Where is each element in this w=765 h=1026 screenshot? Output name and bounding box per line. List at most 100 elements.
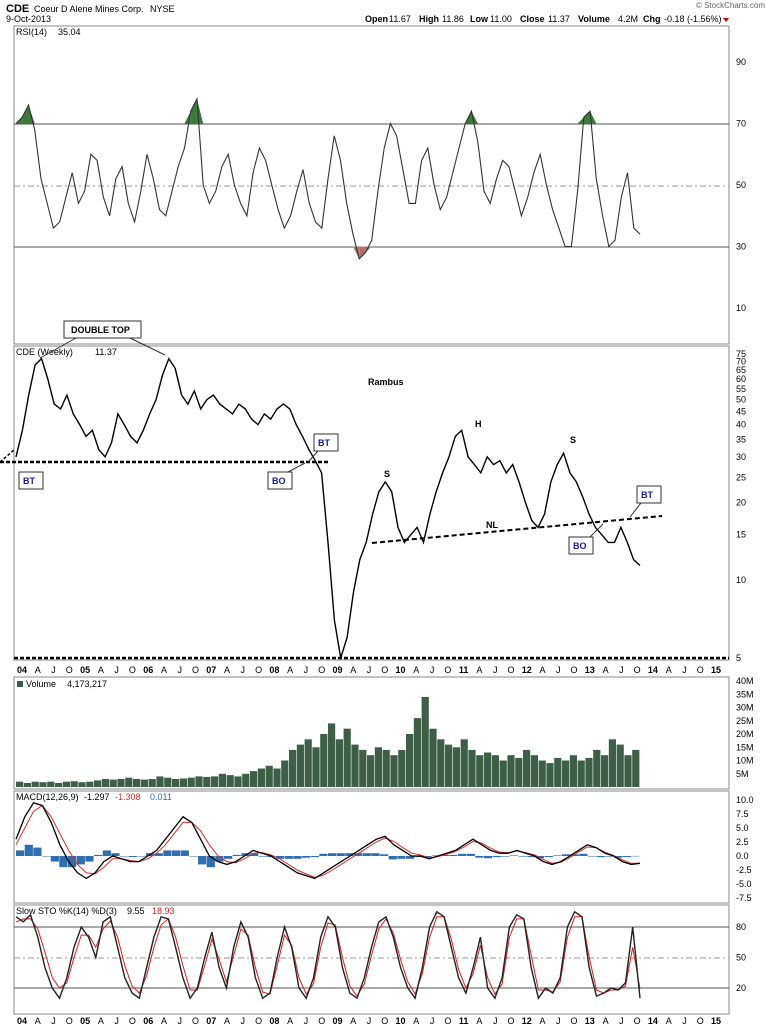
bt-callout-left: BT — [18, 471, 44, 490]
price-y-tick: 45 — [736, 406, 746, 416]
volume-bar — [78, 782, 86, 787]
x-tick-label: A — [476, 1016, 482, 1026]
x-tick-label: 09 — [332, 665, 342, 675]
volume-bar — [523, 749, 531, 787]
volume-bar — [343, 728, 351, 787]
volume-bar — [585, 757, 593, 787]
x-tick-label: J — [430, 665, 435, 675]
x-tick-label: 13 — [585, 665, 595, 675]
volume-bar — [538, 760, 546, 787]
volume-bar — [281, 760, 289, 787]
volume-bar — [273, 768, 281, 787]
x-tick-label: A — [603, 1016, 609, 1026]
volume-bar — [351, 744, 359, 787]
x-tick-label: O — [634, 1016, 641, 1026]
volume-bar — [421, 696, 429, 787]
macd-hist-bar — [120, 856, 129, 857]
macd-hist-bar — [354, 853, 363, 856]
macd-hist-bar — [614, 856, 623, 858]
macd-hist-bar — [215, 856, 224, 862]
sto-y-tick: 80 — [736, 922, 746, 932]
volume-bar — [406, 734, 414, 787]
x-tick-label: J — [556, 665, 561, 675]
x-tick-label: O — [444, 665, 451, 675]
macd-hist-bar — [406, 856, 415, 859]
x-tick-label: J — [619, 1016, 624, 1026]
macd-y-tick: 5.0 — [736, 823, 749, 833]
x-tick-label: 08 — [269, 665, 279, 675]
volume-bar — [593, 749, 601, 787]
x-tick-label: A — [350, 665, 356, 675]
macd-hist-bar — [536, 856, 545, 859]
volume-bar — [577, 760, 585, 787]
macd-hist-bar — [224, 856, 233, 859]
volume-y-tick: 25M — [736, 716, 754, 726]
sto-d-value: 18.93 — [152, 906, 175, 916]
macd-panel: 10.0 7.5 5.0 2.5 0.0 -2.5 -5.0 -7.5 MACD(12,26,… — [13, 790, 754, 904]
volume-bar — [476, 755, 484, 787]
volume-bar — [250, 771, 258, 787]
volume-bar — [569, 755, 577, 787]
x-tick-label: 09 — [332, 1016, 342, 1026]
x-tick-label: 13 — [585, 1016, 595, 1026]
rsi-overbought-fill — [590, 111, 597, 124]
bt-label-2008: BT — [318, 438, 330, 448]
exchange-name: NYSE — [150, 4, 175, 14]
volume-bar — [23, 783, 31, 787]
macd-hist-bar — [284, 856, 293, 859]
volume-bar — [179, 778, 187, 787]
volume-bar — [16, 781, 24, 787]
x-tick-label: A — [98, 1016, 104, 1026]
x-tick-label: O — [129, 665, 136, 675]
macd-histogram — [16, 844, 640, 868]
x-tick-label: 06 — [143, 665, 153, 675]
macd-hist-bar — [319, 853, 328, 856]
x-tick-label: O — [192, 665, 199, 675]
x-tick-label: A — [287, 1016, 293, 1026]
quote-low-label: Low — [470, 14, 489, 24]
volume-bar — [632, 749, 640, 787]
bo-label-2013: BO — [573, 541, 587, 551]
sto-panel: 80 50 20 Slow STO %K(14) %D(3) 9.55 18.93 — [13, 904, 746, 1015]
x-tick-label: J — [304, 1016, 309, 1026]
rsi-y-axis: 90 70 50 30 10 — [736, 57, 746, 313]
x-tick-label: A — [476, 665, 482, 675]
volume-bars — [16, 696, 640, 788]
price-title: CDE (Weekly) 11.37 — [16, 347, 117, 357]
macd-y-tick: 7.5 — [736, 809, 749, 819]
price-x-axis: 04 A J O 05 A J O 06 A J O 07 A J O 08 A J O 09 A J O 10 A J O 11 A J O… — [17, 665, 721, 675]
x-tick-label: O — [570, 1016, 577, 1026]
macd-hist-bar — [180, 850, 189, 856]
volume-bar — [530, 755, 538, 787]
x-tick-label: 12 — [522, 1016, 532, 1026]
macd-y-tick: -2.5 — [736, 865, 752, 875]
quote-low: 11.00 — [490, 14, 512, 24]
x-tick-label: A — [161, 665, 167, 675]
left-trend-line — [0, 449, 15, 463]
x-tick-label: O — [255, 665, 262, 675]
head-label: H — [475, 419, 482, 429]
volume-title-value: 4,173,217 — [67, 679, 107, 689]
x-tick-label: A — [35, 1016, 41, 1026]
volume-bar — [616, 744, 624, 787]
price-y-tick: 50 — [736, 395, 746, 405]
price-y-tick: 25 — [736, 472, 746, 482]
rsi-oversold-fill — [352, 246, 360, 259]
macd-hist-bar — [189, 856, 198, 857]
x-tick-label: J — [114, 665, 119, 675]
macd-hist-bar — [388, 856, 397, 860]
sto-panel-frame — [13, 904, 730, 1015]
x-tick-label: A — [224, 1016, 230, 1026]
quote-high-label: High — [419, 14, 439, 24]
macd-hist-bar — [94, 854, 103, 856]
volume-bar — [382, 749, 390, 787]
macd-hist-bar — [50, 856, 59, 862]
quote-open-label: Open — [365, 14, 388, 24]
quote-volume: 4.2M — [618, 14, 638, 24]
sto-title: Slow STO %K(14) %D(3) 9.55 18.93 — [16, 906, 175, 916]
x-tick-label: A — [413, 1016, 419, 1026]
macd-hist-bar — [111, 853, 120, 856]
rsi-y-tick: 50 — [736, 180, 746, 190]
